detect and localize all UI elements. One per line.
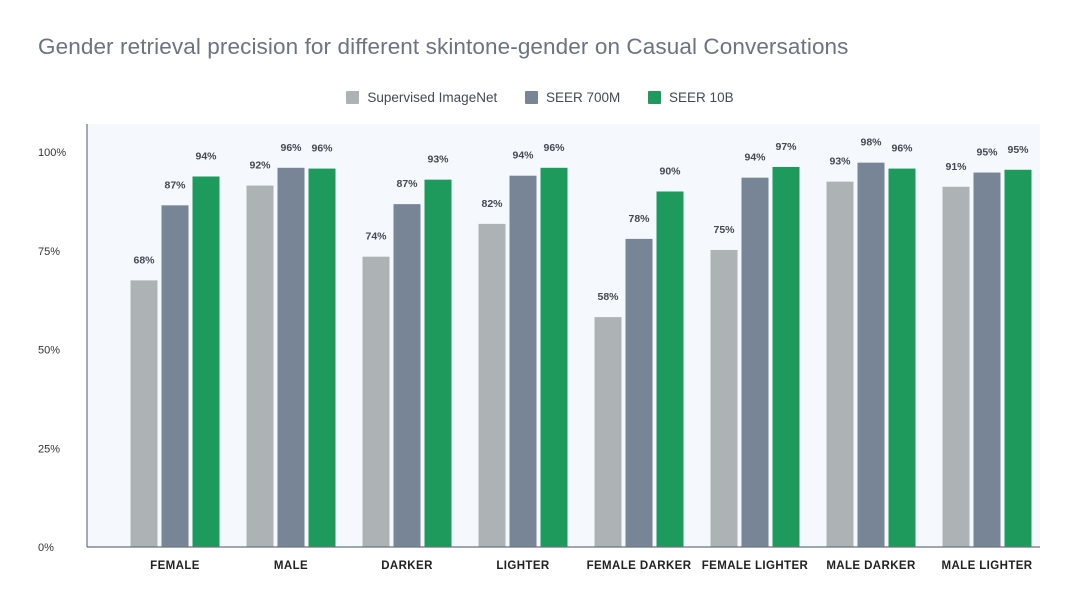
- data-label: 98%: [860, 137, 882, 149]
- data-label: 75%: [713, 224, 735, 236]
- bar: [888, 168, 916, 547]
- bar: [277, 167, 305, 548]
- y-tick-label: 25%: [38, 443, 60, 455]
- bar: [161, 205, 189, 547]
- data-label: 90%: [659, 166, 681, 178]
- y-tick-label: 75%: [38, 246, 60, 258]
- data-label: 82%: [481, 198, 503, 210]
- data-label: 58%: [597, 291, 619, 303]
- legend-item-seer-700m: SEER 700M: [524, 90, 621, 105]
- bar: [424, 179, 452, 547]
- y-tick-label: 50%: [38, 345, 60, 357]
- bar: [772, 167, 800, 547]
- legend-swatch-seer-700m: [524, 91, 538, 104]
- x-tick-label: DARKER: [381, 560, 433, 572]
- x-tick-label: MALE DARKER: [826, 560, 916, 572]
- legend-item-seer-10b: SEER 10B: [648, 90, 734, 105]
- bar: [973, 172, 1001, 548]
- bar: [308, 168, 336, 547]
- bar: [942, 186, 970, 547]
- data-label: 95%: [976, 147, 998, 159]
- legend: Supervised ImageNet SEER 700M SEER 10B: [0, 90, 1080, 107]
- bar: [192, 176, 220, 548]
- data-label: 97%: [775, 141, 797, 153]
- bar: [594, 317, 622, 547]
- data-label: 96%: [543, 142, 565, 154]
- legend-label-supervised-imagenet: Supervised ImageNet: [367, 90, 498, 105]
- legend-item-supervised-imagenet: Supervised ImageNet: [346, 90, 497, 105]
- x-tick-label: FEMALE LIGHTER: [702, 560, 809, 572]
- data-label: 92%: [249, 160, 271, 172]
- bar: [710, 249, 738, 547]
- chart-title: Gender retrieval precision for different…: [38, 34, 849, 59]
- data-label: 93%: [829, 156, 851, 168]
- y-tick-label: 0%: [38, 542, 54, 554]
- data-label: 96%: [311, 143, 333, 155]
- data-label: 68%: [133, 254, 155, 266]
- bar: [625, 238, 653, 547]
- bar: [857, 162, 885, 548]
- bar: [246, 185, 274, 547]
- data-label: 93%: [427, 154, 449, 166]
- data-label: 96%: [891, 143, 913, 155]
- legend-swatch-supervised-imagenet: [346, 91, 360, 104]
- data-label: 96%: [280, 142, 302, 154]
- data-label: 94%: [744, 152, 766, 164]
- bar: [393, 204, 421, 547]
- x-tick-label: MALE LIGHTER: [941, 560, 1032, 572]
- x-tick-label: LIGHTER: [496, 560, 550, 572]
- data-label: 95%: [1007, 144, 1029, 156]
- legend-label-seer-10b: SEER 10B: [669, 90, 734, 105]
- x-tick-label: MALE: [274, 560, 308, 572]
- legend-swatch-seer-10b: [648, 91, 662, 104]
- data-label: 78%: [628, 213, 650, 225]
- data-label: 94%: [512, 150, 534, 162]
- legend-label-seer-700m: SEER 700M: [545, 90, 621, 105]
- data-label: 87%: [396, 178, 418, 190]
- bar: [741, 177, 769, 548]
- y-tick-label: 100%: [38, 147, 66, 159]
- bar: [509, 175, 537, 547]
- bar: [362, 256, 390, 547]
- bar: [1004, 169, 1032, 547]
- data-label: 94%: [195, 150, 217, 162]
- bar: [130, 280, 158, 547]
- data-label: 74%: [365, 231, 387, 243]
- bar: [826, 181, 854, 547]
- bar: [540, 167, 568, 548]
- bar: [656, 191, 684, 547]
- data-label: 87%: [164, 179, 186, 191]
- x-tick-label: FEMALE: [150, 560, 200, 572]
- x-tick-label: FEMALE DARKER: [587, 560, 692, 572]
- data-label: 91%: [945, 161, 967, 173]
- bar: [478, 223, 506, 547]
